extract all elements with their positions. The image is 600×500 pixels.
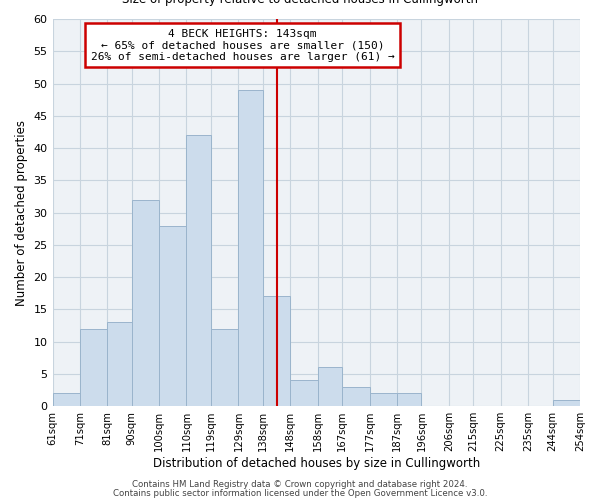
Bar xyxy=(187,135,211,406)
Bar xyxy=(159,226,187,406)
Text: Size of property relative to detached houses in Cullingworth: Size of property relative to detached ho… xyxy=(122,0,478,6)
Bar xyxy=(290,380,317,406)
X-axis label: Distribution of detached houses by size in Cullingworth: Distribution of detached houses by size … xyxy=(152,457,480,470)
Bar xyxy=(107,322,132,406)
Bar xyxy=(263,296,290,406)
Y-axis label: Number of detached properties: Number of detached properties xyxy=(15,120,28,306)
Bar xyxy=(317,368,342,406)
Bar xyxy=(211,329,238,406)
Bar xyxy=(397,394,421,406)
Bar xyxy=(553,400,580,406)
Text: Contains HM Land Registry data © Crown copyright and database right 2024.: Contains HM Land Registry data © Crown c… xyxy=(132,480,468,489)
Bar xyxy=(53,394,80,406)
Bar xyxy=(342,387,370,406)
Bar xyxy=(370,394,397,406)
Bar xyxy=(80,329,107,406)
Text: 4 BECK HEIGHTS: 143sqm
← 65% of detached houses are smaller (150)
26% of semi-de: 4 BECK HEIGHTS: 143sqm ← 65% of detached… xyxy=(91,28,394,62)
Bar xyxy=(238,90,263,406)
Text: Contains public sector information licensed under the Open Government Licence v3: Contains public sector information licen… xyxy=(113,488,487,498)
Bar xyxy=(132,200,159,406)
